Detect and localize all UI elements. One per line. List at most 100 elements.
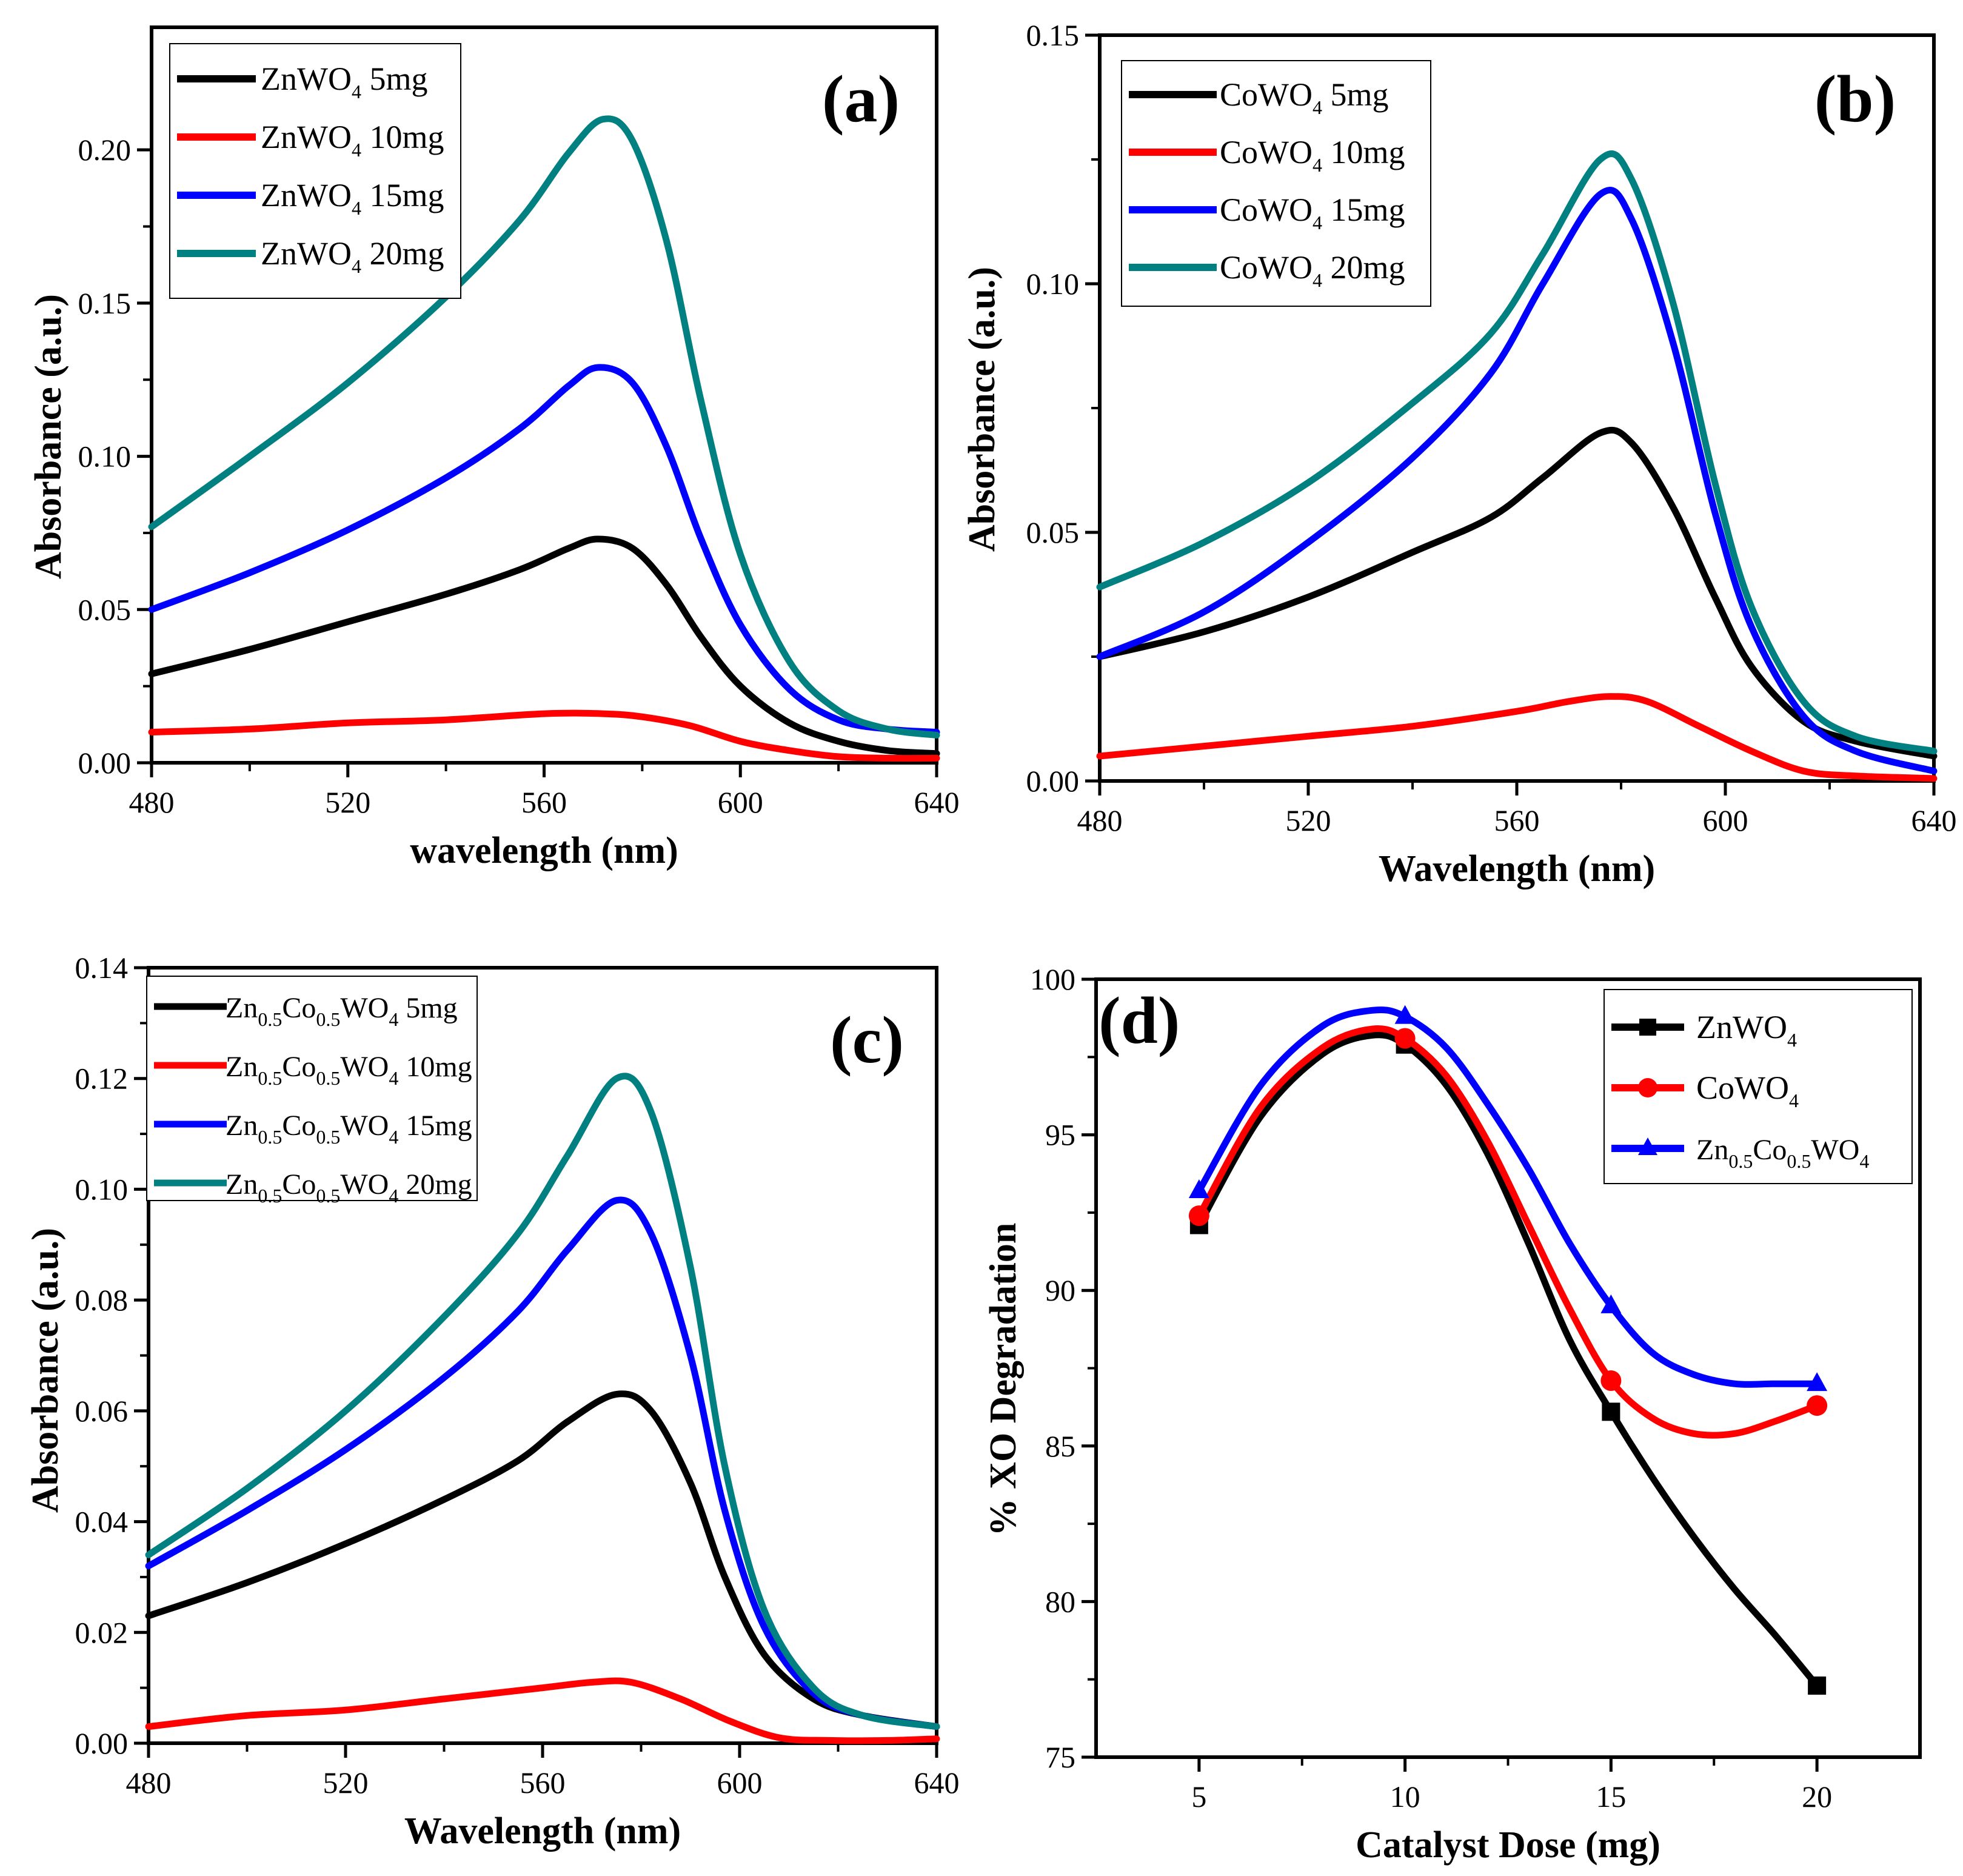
panel-b-panel-label: (b) — [1814, 62, 1896, 136]
panel-b-y-axis-label: Absorbance (a.u.) — [961, 267, 1003, 552]
panel-d-data-point-square — [1808, 1676, 1827, 1695]
panel-c-x-tick-label: 520 — [323, 1766, 369, 1800]
panel-a-y-tick-label: 0.10 — [78, 440, 132, 474]
panel-a-legend-label-2-part-2: 10mg — [361, 119, 444, 155]
panel-b-legend-label-1-part-2: 5mg — [1322, 76, 1389, 113]
panel-b-series-line-1 — [1096, 427, 1938, 760]
panel-b-legend-label-4-part-2: 20mg — [1322, 249, 1405, 286]
panel-c-legend-label-4-part-0: Zn — [226, 1168, 258, 1201]
panel-d-x-tick-label: 15 — [1596, 1780, 1626, 1814]
panel-c-x-tick-label: 480 — [126, 1766, 172, 1800]
panel-a-legend-label-1-part-0: ZnWO — [261, 61, 352, 97]
panel-d-legend-label-3: Zn0.5Co0.5WO4 — [1696, 1134, 1869, 1172]
panel-a-series-line-4 — [148, 115, 940, 739]
panel-b-x-tick-label: 600 — [1703, 803, 1748, 837]
panel-c-series-line-3 — [145, 1196, 940, 1730]
panel-c-legend-label-3-part-4: WO — [340, 1110, 389, 1142]
panel-d-data-point-triangle — [1807, 1372, 1828, 1392]
panel-c-legend-label-1-part-4: WO — [340, 992, 389, 1024]
panel-d-data-point-triangle — [1600, 1294, 1622, 1313]
panel-d-data-point-circle — [1600, 1370, 1622, 1392]
panel-b: 480 520 560 600 640 0.00 0.05 0.10 0.15 Wavelengt… — [961, 18, 1957, 889]
panel-a-legend-label-1-part-2: 5mg — [361, 61, 428, 97]
panel-b-legend-label-1-part-0: CoWO — [1220, 76, 1313, 113]
panel-d-legend-marker-circle — [1638, 1078, 1657, 1097]
panel-a-legend-label-1-part-1: 4 — [352, 81, 361, 102]
panel-c-series-line-1 — [145, 1390, 940, 1730]
panel-c-legend-label-2-part-3: 0.5 — [316, 1067, 340, 1089]
panel-d: 5 10 15 20 75 80 85 90 95 100 Catalyst Dose (mg) % … — [983, 962, 1922, 1866]
panel-c-legend-label-1-part-0: Zn — [226, 992, 258, 1024]
panel-c-legend-label-1-part-2: Co — [282, 992, 316, 1024]
panel-b-series-line-3 — [1096, 187, 1938, 775]
panel-c-legend-label-3-part-1: 0.5 — [258, 1126, 282, 1148]
panel-c-x-tick-label: 640 — [914, 1766, 960, 1800]
panel-c-legend-label-3-part-6: 15mg — [398, 1110, 472, 1142]
panel-d-y-tick-label: 85 — [1045, 1429, 1075, 1463]
panel-c-y-tick-label: 0.14 — [75, 951, 129, 985]
panel-a-legend-label-4-part-0: ZnWO — [261, 235, 352, 272]
panel-d-data-point-square — [1602, 1402, 1620, 1421]
panel-c-y-tick-label: 0.02 — [75, 1615, 129, 1649]
panel-a-x-tick-label: 560 — [521, 785, 567, 819]
panel-a-legend-label-2: ZnWO4 10mg — [261, 119, 444, 161]
panel-d-legend-label-3-part-3: 0.5 — [1787, 1150, 1811, 1172]
panel-a-legend-label-3-part-1: 4 — [352, 197, 361, 219]
panel-d-data-point-triangle — [1188, 1179, 1209, 1198]
panel-d-legend-label-3-part-1: 0.5 — [1728, 1150, 1753, 1172]
panel-d-series-line-1 — [1196, 1031, 1821, 1689]
panel-a-x-axis-label: wavelength (nm) — [410, 830, 678, 871]
panel-c-legend-label-1-part-1: 0.5 — [258, 1008, 282, 1030]
panel-c-legend-label-3-part-5: 4 — [389, 1126, 398, 1148]
panel-b-y-tick-label: 0.05 — [1026, 515, 1080, 549]
panel-c-legend-label-2-part-0: Zn — [226, 1051, 258, 1083]
panel-d-x-tick-label: 5 — [1191, 1780, 1206, 1814]
panel-d-x-axis-label: Catalyst Dose (mg) — [1356, 1824, 1660, 1866]
panel-a-series-line-1 — [148, 535, 940, 757]
panel-a-x-tick-label: 600 — [718, 785, 763, 819]
panel-d-x-tick-label: 20 — [1802, 1780, 1832, 1814]
panel-b-legend-label-3-part-1: 4 — [1313, 212, 1322, 233]
panel-c-legend-label-1-part-5: 4 — [389, 1008, 398, 1030]
panel-c-legend-label-2-part-6: 10mg — [398, 1051, 472, 1083]
panel-d-legend-marker-triangle — [1638, 1137, 1657, 1155]
panel-c-y-tick-label: 0.04 — [75, 1505, 129, 1539]
panel-d-legend-label-3-part-5: 4 — [1859, 1150, 1869, 1172]
panel-c-x-tick-label: 560 — [520, 1766, 566, 1800]
panel-a-legend-label-3-part-0: ZnWO — [261, 177, 352, 213]
panel-c-y-tick-label: 0.12 — [75, 1062, 129, 1096]
panel-d-legend-label-2: CoWO4 — [1696, 1070, 1799, 1111]
panel-a-x-tick-label: 640 — [914, 785, 960, 819]
panel-c-x-tick-label: 600 — [717, 1766, 763, 1800]
panel-a-y-tick-label: 0.15 — [78, 286, 132, 320]
panel-c-legend-box — [146, 976, 478, 1201]
panel-c-legend-label-3: Zn0.5Co0.5WO4 15mg — [226, 1110, 472, 1148]
panel-d-y-tick-label: 100 — [1030, 962, 1075, 996]
panel-c-y-axis-label: Absorbance (a.u.) — [25, 1228, 66, 1513]
panel-a-legend-label-3: ZnWO4 15mg — [261, 177, 444, 219]
panel-d-y-tick-label: 95 — [1045, 1118, 1075, 1152]
panel-c-legend-label-1-part-6: 5mg — [398, 992, 457, 1024]
panel-d-x-tick-label: 10 — [1390, 1780, 1420, 1814]
panel-a-x-tick-label: 480 — [129, 785, 175, 819]
panel-b-x-tick-label: 560 — [1494, 803, 1540, 837]
panel-b-legend-label-3-part-2: 15mg — [1322, 192, 1405, 228]
panel-d-y-axis-label: % XO Degradation — [983, 1223, 1024, 1536]
panel-c-y-tick-label: 0.10 — [75, 1172, 129, 1206]
panel-c-x-axis-label: Wavelength (nm) — [404, 1811, 681, 1852]
panel-c-legend-label-4-part-4: WO — [340, 1168, 389, 1201]
panel-c: 480 520 560 600 640 0.00 0.02 0.04 0.06 0.08 0.10 0… — [25, 951, 960, 1852]
panel-a-legend-label-2-part-1: 4 — [352, 139, 361, 161]
panel-b-x-tick-label: 480 — [1077, 803, 1123, 837]
panel-c-legend-label-3-part-3: 0.5 — [316, 1126, 340, 1148]
panel-d-legend-label-3-part-2: Co — [1753, 1134, 1787, 1166]
panel-b-y-tick-label: 0.00 — [1026, 764, 1080, 798]
panel-d-legend-label-1: ZnWO4 — [1696, 1009, 1797, 1051]
panel-d-legend-label-2-part-0: CoWO — [1696, 1070, 1789, 1106]
panel-d-data-point-circle — [1807, 1395, 1828, 1416]
panel-a-series-line-3 — [148, 364, 940, 735]
